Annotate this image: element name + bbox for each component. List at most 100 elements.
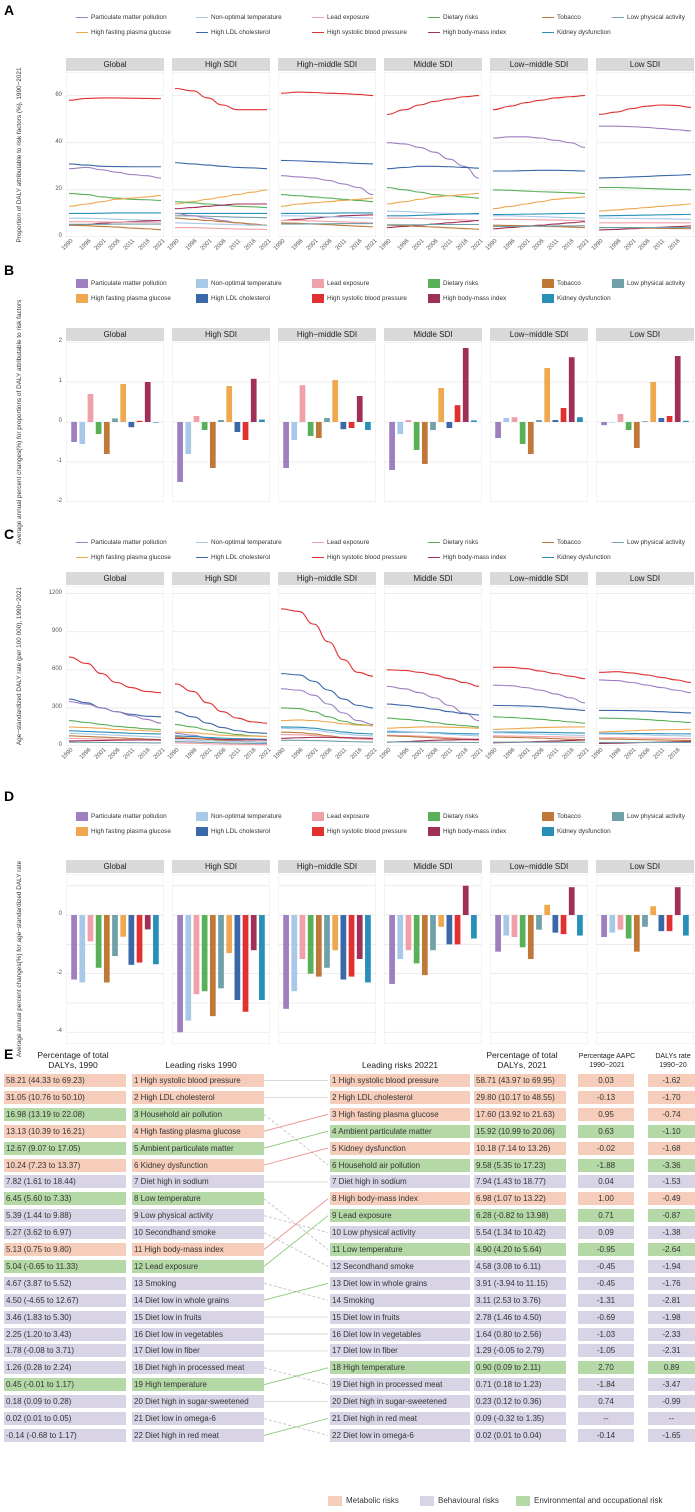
series-line-particulate-matter-pollution [68,701,162,724]
legend-item-high-fasting-plasma-glucose: High fasting plasma glucose [76,554,171,561]
bar-kidney-dysfunction [153,915,159,965]
bar-low-physical-activity [536,915,542,930]
bar-plot-low-sdi [596,874,694,1044]
risk-2021-cell: 4 Ambient particulate matter [330,1124,470,1138]
bar-lead-exposure [405,420,412,422]
x-tick-label: 2021 [258,238,273,252]
dalys-rate-cell: -2.81 [648,1293,695,1307]
series-line-kidney-dysfunction [174,735,268,740]
series-line-high-ldl-cholesterol [386,703,480,716]
legend-item-particulate-matter-pollution: Particulate matter pollution [76,539,167,546]
series-line-kidney-dysfunction [68,730,162,735]
bar-lead-exposure [299,385,306,422]
series-line-particulate-matter-pollution [68,166,162,179]
x-tick-label: 2016 [455,747,470,761]
category-legend-behavioural-risks: Behavioural risks [420,1496,499,1506]
legend-swatch [76,16,88,19]
dalys-rate-cell: -1.53 [648,1175,695,1189]
bar-kidney-dysfunction [471,420,477,422]
pct-2021-cell: 3.91 (-3.94 to 11.15) [474,1276,566,1290]
pct-1990-cell: 0.18 (0.09 to 0.28) [4,1395,126,1409]
legend-swatch [428,812,440,821]
series-line-high-systolic-blood-pressure [174,683,268,724]
bar-low-physical-activity [112,915,118,957]
bar-high-body-mass-index [356,396,363,422]
x-tick-label: 2001 [411,238,426,252]
risk-1990-cell: 3 Household air pollution [132,1107,264,1121]
legend-item-high-body-mass-index: High body-mass index [428,554,506,561]
aapc-cell: -1.31 [578,1293,634,1307]
header-dalys: DALYs rate 1990−20 [655,1053,691,1069]
series-line-high-fasting-plasma-glucose [598,728,692,733]
series-line-high-fasting-plasma-glucose [598,203,692,212]
x-tick-label: 1990 [60,747,75,761]
risk-1990-cell: 19 High temperature [132,1378,264,1392]
pct-2021-cell: 0.71 (0.18 to 1.23) [474,1378,566,1392]
bar-lead-exposure [193,416,200,422]
bar-low-physical-activity [218,915,224,989]
bar-non-optimal-temperature [609,422,616,423]
legend-label: High LDL cholesterol [211,295,271,303]
series-line-high-body-mass-index [174,203,267,210]
facet-strip-middle-sdi: Middle SDI [384,572,482,585]
series-line-dietary-risks [598,717,692,724]
legend-label: Non-optimal temperature [211,539,282,546]
legend-swatch [542,31,554,34]
series-line-dietary-risks [280,707,374,727]
x-tick-label: 1990 [484,747,499,761]
aapc-cell: 0.03 [578,1074,634,1087]
x-tick-label: 1990 [60,238,75,252]
bar-high-ldl-cholesterol [446,422,453,428]
pct-2021-cell: 10.18 (7.14 to 13.26) [474,1141,566,1155]
series-line-high-body-mass-index [68,739,161,742]
legend-label: High body-mass index [443,29,507,36]
facet-strip-high-middle-sdi: High−middle SDI [278,328,376,341]
facet-strip-low-sdi: Low SDI [596,58,694,71]
bar-high-body-mass-index [568,887,575,916]
x-tick-label: 2021 [364,747,379,761]
y-tick-label: 1 [58,378,62,384]
bar-tobacco [421,915,428,976]
legend-label: Low physical activity [627,813,685,821]
bar-non-optimal-temperature [79,915,86,983]
legend-item-tobacco: Tobacco [542,279,581,288]
x-tick-label: 1990 [590,747,605,761]
rank-connector [263,1367,329,1386]
line-plot-high-middle-sdi [278,586,376,746]
legend-swatch [542,541,554,544]
legend-label: High body-mass index [443,554,507,561]
pct-2021-cell: 58.71 (43.97 to 69.95) [474,1074,566,1087]
dalys-rate-cell: -3.47 [648,1378,695,1392]
legend-item-non-optimal-temperature: Non-optimal temperature [196,14,282,21]
bar-dietary-risks [625,915,632,939]
x-tick-label: 1996 [608,238,623,252]
bar-low-physical-activity [642,421,648,422]
bar-kidney-dysfunction [577,417,583,422]
series-line-kidney-dysfunction [386,731,480,735]
pct-2021-cell: 2.78 (1.46 to 4.50) [474,1310,566,1324]
dalys-rate-cell: 0.89 [648,1361,695,1375]
y-tick-label: -2 [56,498,62,504]
legend-swatch [542,294,554,303]
risk-1990-cell: 1 High systolic blood pressure [132,1074,264,1087]
line-plot-high-middle-sdi [278,72,376,237]
bar-non-optimal-temperature [291,915,298,992]
bar-high-systolic-blood-pressure [666,416,673,422]
series-line-non-optimal-temperature [386,730,480,737]
bar-plot-low-middle-sdi [490,342,588,502]
legend-label: Lead exposure [327,14,370,21]
dalys-rate-cell: -1.94 [648,1259,695,1273]
plot-background [172,72,270,237]
series-line-high-systolic-blood-pressure [174,87,267,111]
legend-swatch [542,279,554,288]
dalys-rate-cell: -1.68 [648,1141,695,1155]
legend-item-tobacco: Tobacco [542,812,581,821]
x-tick-label: 1996 [502,747,517,761]
x-tick-label: 2001 [93,238,108,252]
x-tick-label: 2021 [576,238,591,252]
legend-label: Tobacco [557,280,581,288]
series-line-high-systolic-blood-pressure [492,95,586,111]
bar-tobacco [527,422,534,454]
legend-label: Kidney dysfunction [557,29,611,36]
bar-particulate-matter-pollution [283,422,289,468]
